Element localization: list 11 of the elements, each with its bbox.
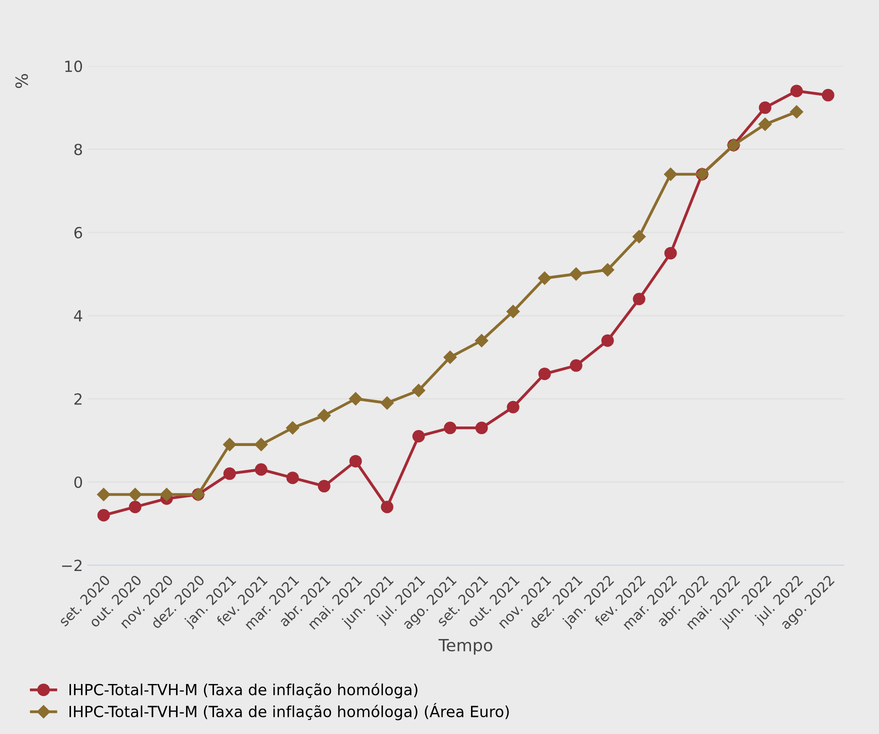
y-tick-label: 0 <box>74 476 82 488</box>
legend-label: IHPC-Total-TVH-M (Taxa de inflação homóloga) <box>69 682 418 698</box>
y-tick-label: 8 <box>74 144 82 156</box>
legend-label: IHPC-Total-TVH-M (Taxa de inflação homóloga) (Área Euro) <box>69 702 509 720</box>
y-tick-label: 10 <box>65 60 82 72</box>
x-axis-title: Tempo <box>438 639 492 655</box>
y-tick-label: 6 <box>74 226 82 238</box>
y-axis-title: % <box>15 74 28 88</box>
y-tick-label: −2 <box>62 560 82 571</box>
y-tick-label: 4 <box>74 310 82 322</box>
y-tick-label: 2 <box>74 393 82 405</box>
